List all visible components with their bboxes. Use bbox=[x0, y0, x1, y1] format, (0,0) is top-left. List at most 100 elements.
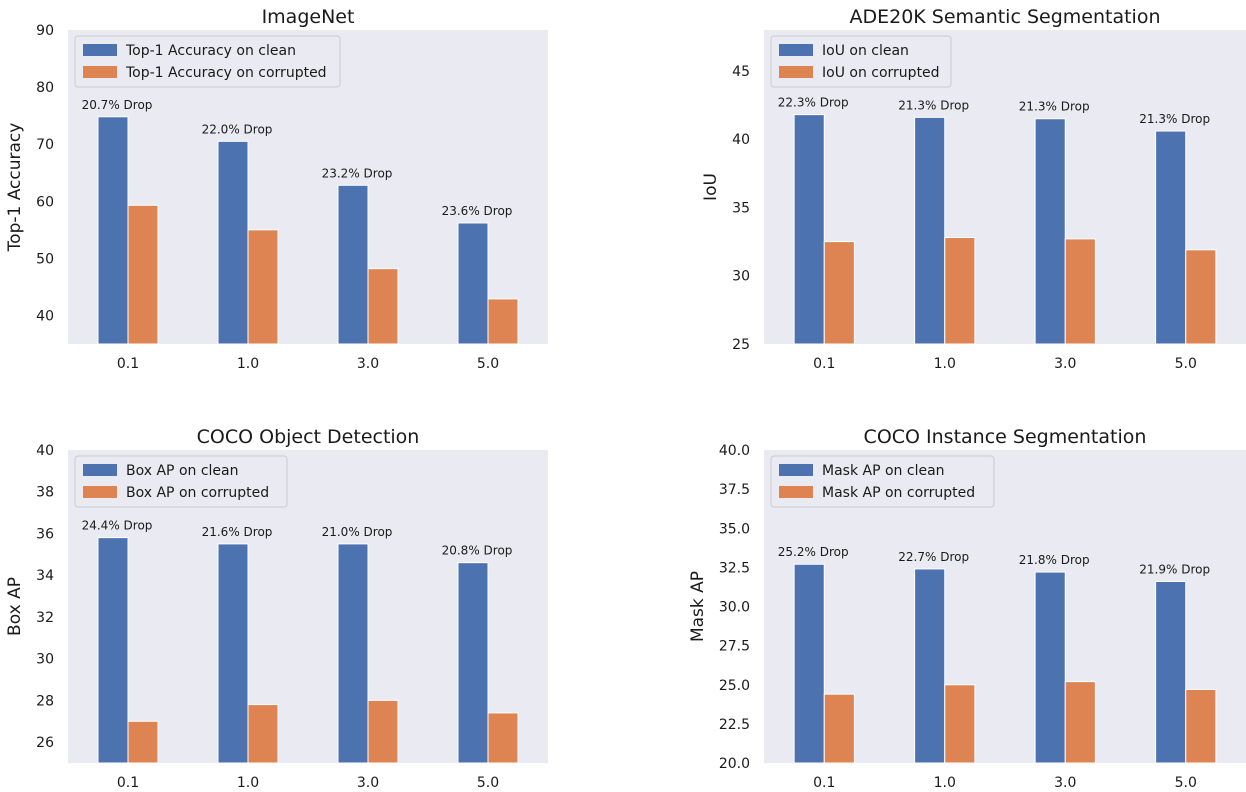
bar-corrupted bbox=[1064, 681, 1096, 764]
drop-annotation: 24.4% Drop bbox=[82, 519, 153, 533]
legend-swatch bbox=[83, 44, 117, 56]
y-tick-label: 28 bbox=[36, 693, 54, 709]
y-tick-label: 26 bbox=[36, 735, 54, 751]
drop-annotation: 21.0% Drop bbox=[322, 525, 393, 539]
legend-label: IoU on corrupted bbox=[822, 65, 940, 81]
legend-swatch bbox=[779, 464, 813, 476]
bar-clean bbox=[1155, 130, 1187, 345]
legend: Box AP on clean Box AP on corrupted bbox=[74, 455, 288, 508]
drop-annotation: 20.8% Drop bbox=[442, 544, 513, 558]
y-tick-label: 27.5 bbox=[719, 639, 750, 655]
bar-clean bbox=[337, 184, 369, 345]
legend-label: Top-1 Accuracy on clean bbox=[125, 43, 296, 59]
x-tick-label: 5.0 bbox=[1175, 775, 1197, 791]
legend-box bbox=[770, 35, 952, 88]
drop-annotation: 23.6% Drop bbox=[442, 204, 513, 218]
legend-box bbox=[74, 35, 341, 88]
chart-title: COCO Instance Segmentation bbox=[864, 426, 1147, 448]
x-tick-label: 5.0 bbox=[1175, 356, 1197, 372]
x-tick-label: 3.0 bbox=[357, 356, 379, 372]
x-tick-label: 3.0 bbox=[1054, 775, 1076, 791]
legend-swatch bbox=[779, 66, 813, 78]
chart-panel-2: COCO Object Detection Box AP 26 28 30 32 34 36 3… bbox=[5, 426, 548, 791]
drop-annotation: 22.3% Drop bbox=[778, 96, 849, 110]
chart-panel-0: ImageNet Top-1 Accuracy 40 50 60 70 80 90 20.7% … bbox=[5, 6, 548, 372]
bar-corrupted bbox=[127, 204, 159, 345]
y-tick-label: 25 bbox=[732, 337, 750, 353]
legend-label: Mask AP on clean bbox=[822, 463, 945, 479]
chart-panel-1: ADE20K Semantic Segmentation IoU 25 30 35 40 4… bbox=[701, 6, 1246, 372]
drop-annotation: 21.3% Drop bbox=[1139, 112, 1210, 126]
x-tick-label: 0.1 bbox=[813, 775, 835, 791]
y-tick-label: 40 bbox=[36, 308, 54, 324]
y-tick-label: 25.0 bbox=[719, 678, 750, 694]
bar-clean bbox=[793, 563, 825, 764]
drop-annotation: 21.3% Drop bbox=[898, 98, 969, 112]
bar-corrupted bbox=[487, 712, 519, 764]
x-tick-label: 5.0 bbox=[477, 356, 499, 372]
bar-clean bbox=[217, 140, 249, 345]
y-tick-label: 32.5 bbox=[719, 560, 750, 576]
x-tick-label: 3.0 bbox=[1054, 356, 1076, 372]
bar-clean bbox=[457, 222, 489, 345]
bar-clean bbox=[793, 114, 825, 345]
y-tick-label: 80 bbox=[36, 80, 54, 96]
drop-annotation: 21.9% Drop bbox=[1139, 562, 1210, 576]
bar-corrupted bbox=[127, 720, 159, 764]
x-tick-label: 0.1 bbox=[813, 356, 835, 372]
bar-corrupted bbox=[944, 237, 976, 345]
bar-corrupted bbox=[823, 241, 855, 345]
bar-clean bbox=[914, 116, 946, 345]
y-tick-label: 30.0 bbox=[719, 600, 750, 616]
y-tick-label: 40 bbox=[36, 443, 54, 459]
bar-clean bbox=[914, 568, 946, 764]
x-tick-label: 1.0 bbox=[934, 356, 956, 372]
legend-label: Box AP on corrupted bbox=[126, 485, 269, 501]
bar-clean bbox=[1034, 571, 1066, 764]
y-tick-label: 30 bbox=[36, 652, 54, 668]
bar-corrupted bbox=[487, 298, 519, 345]
y-tick-label: 60 bbox=[36, 194, 54, 210]
bar-clean bbox=[457, 562, 489, 764]
y-tick-label: 90 bbox=[36, 23, 54, 39]
bar-corrupted bbox=[1185, 688, 1217, 764]
bar-clean bbox=[1155, 580, 1187, 764]
legend-swatch bbox=[779, 44, 813, 56]
x-tick-label: 1.0 bbox=[934, 775, 956, 791]
y-tick-label: 45 bbox=[732, 64, 750, 80]
drop-annotation: 21.3% Drop bbox=[1019, 100, 1090, 114]
legend-swatch bbox=[83, 66, 117, 78]
y-axis-label: Top-1 Accuracy bbox=[5, 123, 25, 253]
y-tick-label: 35 bbox=[732, 200, 750, 216]
bar-corrupted bbox=[1185, 249, 1217, 345]
bar-clean bbox=[337, 543, 369, 764]
y-axis-label: Box AP bbox=[5, 577, 25, 636]
x-tick-label: 5.0 bbox=[477, 775, 499, 791]
bar-corrupted bbox=[1064, 238, 1096, 345]
bar-clean bbox=[217, 543, 249, 764]
y-tick-label: 37.5 bbox=[719, 482, 750, 498]
chart-title: ImageNet bbox=[262, 6, 355, 28]
legend: IoU on clean IoU on corrupted bbox=[770, 35, 952, 88]
drop-annotation: 20.7% Drop bbox=[82, 98, 153, 112]
x-tick-label: 3.0 bbox=[357, 775, 379, 791]
bar-corrupted bbox=[247, 229, 279, 345]
y-tick-label: 50 bbox=[36, 251, 54, 267]
bar-clean bbox=[97, 116, 129, 345]
y-tick-label: 40 bbox=[732, 132, 750, 148]
chart-panel-3: COCO Instance Segmentation Mask AP 20.0 22.… bbox=[688, 426, 1246, 791]
bar-corrupted bbox=[823, 693, 855, 764]
drop-annotation: 25.2% Drop bbox=[778, 545, 849, 559]
legend-label: Box AP on clean bbox=[126, 463, 239, 479]
y-tick-label: 34 bbox=[36, 568, 54, 584]
bar-corrupted bbox=[367, 268, 399, 345]
drop-annotation: 21.6% Drop bbox=[202, 525, 273, 539]
y-tick-label: 35.0 bbox=[719, 521, 750, 537]
drop-annotation: 23.2% Drop bbox=[322, 166, 393, 180]
bar-corrupted bbox=[367, 699, 399, 764]
y-axis-label: IoU bbox=[701, 173, 721, 201]
y-tick-label: 30 bbox=[732, 269, 750, 285]
y-tick-label: 22.5 bbox=[719, 717, 750, 733]
x-tick-label: 1.0 bbox=[237, 775, 259, 791]
